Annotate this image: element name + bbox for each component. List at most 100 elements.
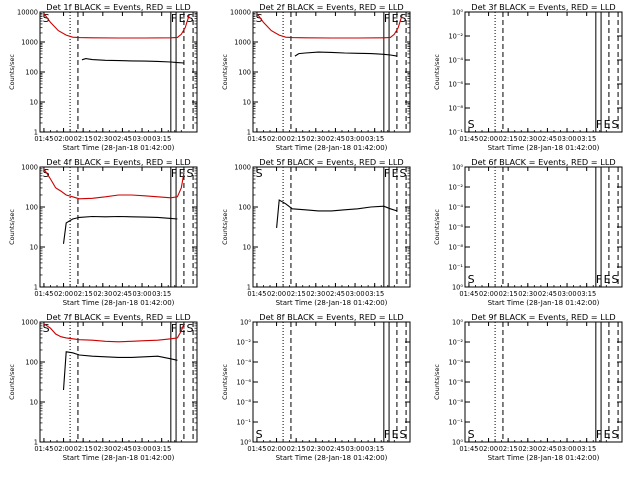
y-tick-label: 1000 xyxy=(234,39,251,47)
flag-label: S xyxy=(612,273,619,286)
y-tick-label: 1 xyxy=(34,439,38,447)
flag-label: S xyxy=(468,428,475,441)
x-axis-label: Start Time (28-Jan-18 01:42:00) xyxy=(276,299,388,307)
x-tick-label: 02:45 xyxy=(326,445,345,453)
panel-title: Det 7f BLACK = Events, RED = LLD xyxy=(46,312,190,322)
y-tick-label: 10000 xyxy=(17,9,38,17)
x-tick-label: 02:15 xyxy=(74,445,93,453)
x-tick-label: 02:45 xyxy=(113,290,132,298)
series-events xyxy=(62,351,178,391)
x-tick-label: 03:00 xyxy=(133,445,152,453)
y-tick-label: 10⁻² xyxy=(448,33,463,41)
y-tick-label: 10⁻¹ xyxy=(236,419,251,427)
y-tick-label: 10⁻⁴ xyxy=(448,359,463,367)
flag-label: S xyxy=(612,118,619,131)
x-tick-label: 03:15 xyxy=(577,290,596,298)
x-tick-label: 02:00 xyxy=(479,445,498,453)
x-tick-label: 01:45 xyxy=(34,445,53,453)
y-tick-label: 10⁻⁸ xyxy=(448,244,463,252)
x-tick-label: 02:30 xyxy=(306,135,325,143)
x-tick-label: 03:00 xyxy=(133,290,152,298)
series-events xyxy=(294,51,397,57)
y-tick-label: 10⁻² xyxy=(236,339,251,347)
flag-label: S xyxy=(187,322,194,335)
flag-label: S xyxy=(400,428,407,441)
y-axis-label: Counts/sec xyxy=(221,209,229,245)
y-tick-label: 10⁻⁴ xyxy=(448,204,463,212)
y-tick-label: 1 xyxy=(247,129,251,137)
plot-frame xyxy=(39,321,198,443)
flag-label: F xyxy=(596,428,602,441)
flag-label: S xyxy=(468,273,475,286)
plot-frame xyxy=(252,166,411,288)
x-tick-label: 02:30 xyxy=(518,135,537,143)
y-tick-label: 100 xyxy=(25,69,38,77)
x-tick-label: 03:00 xyxy=(346,445,365,453)
y-axis-label: Counts/sec xyxy=(8,209,16,245)
x-axis-label: Start Time (28-Jan-18 01:42:00) xyxy=(63,144,175,152)
flag-label: F xyxy=(596,118,602,131)
y-axis-label: Counts/sec xyxy=(433,54,441,90)
flag-label: E xyxy=(604,273,611,286)
plot-frame xyxy=(464,166,623,288)
flag-label: F xyxy=(384,12,390,25)
flag-label: S xyxy=(256,12,263,25)
series-events xyxy=(81,58,184,64)
flag-label: S xyxy=(187,12,194,25)
x-tick-label: 02:45 xyxy=(113,135,132,143)
panel-title: Det 4f BLACK = Events, RED = LLD xyxy=(46,157,190,167)
y-tick-label: 1 xyxy=(247,284,251,292)
flag-label: F xyxy=(171,322,177,335)
flag-label: E xyxy=(604,428,611,441)
flag-label: F xyxy=(171,167,177,180)
flag-label: S xyxy=(43,12,50,25)
y-tick-label: 10⁻⁸ xyxy=(448,399,463,407)
y-tick-label: 10 xyxy=(30,99,38,107)
plot-frame xyxy=(252,321,411,443)
x-tick-label: 01:45 xyxy=(247,135,266,143)
flag-label: S xyxy=(400,12,407,25)
x-tick-label: 02:15 xyxy=(499,135,518,143)
x-tick-label: 03:00 xyxy=(346,135,365,143)
y-tick-label: 1000 xyxy=(21,319,38,327)
y-tick-label: 10⁻⁴ xyxy=(236,359,251,367)
flag-label: E xyxy=(179,12,186,25)
x-tick-label: 02:00 xyxy=(267,135,286,143)
y-tick-label: 10⁻² xyxy=(448,339,463,347)
y-tick-label: 10 xyxy=(243,244,251,252)
x-tick-label: 02:30 xyxy=(93,445,112,453)
x-tick-label: 02:30 xyxy=(306,290,325,298)
flag-label: S xyxy=(43,167,50,180)
flag-label: S xyxy=(187,167,194,180)
x-tick-label: 03:00 xyxy=(558,445,577,453)
x-tick-label: 03:15 xyxy=(577,135,596,143)
x-tick-label: 03:00 xyxy=(133,135,152,143)
x-tick-label: 03:15 xyxy=(365,445,384,453)
plot-frame xyxy=(39,11,198,133)
x-tick-label: 02:00 xyxy=(479,135,498,143)
flag-label: F xyxy=(384,167,390,180)
plot-frame xyxy=(39,166,198,288)
series-lld xyxy=(256,13,403,39)
x-tick-label: 02:45 xyxy=(326,135,345,143)
panel-title: Det 2f BLACK = Events, RED = LLD xyxy=(259,2,403,12)
x-axis-label: Start Time (28-Jan-18 01:42:00) xyxy=(488,299,600,307)
y-tick-label: 10000 xyxy=(230,9,251,17)
x-tick-label: 02:45 xyxy=(538,135,557,143)
y-tick-label: 1000 xyxy=(234,164,251,172)
x-axis-label: Start Time (28-Jan-18 01:42:00) xyxy=(63,454,175,462)
x-tick-label: 03:15 xyxy=(577,445,596,453)
flag-label: F xyxy=(384,428,390,441)
flag-label: E xyxy=(392,167,399,180)
x-tick-label: 02:15 xyxy=(499,445,518,453)
flag-label: S xyxy=(400,167,407,180)
series-events xyxy=(62,215,178,244)
flag-label: S xyxy=(256,167,263,180)
x-tick-label: 02:15 xyxy=(287,290,306,298)
y-axis-label: Counts/sec xyxy=(221,54,229,90)
